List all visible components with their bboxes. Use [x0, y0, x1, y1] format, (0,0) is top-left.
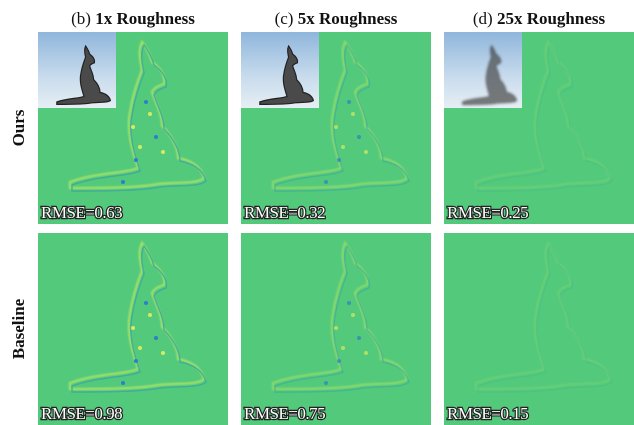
error-speck [357, 135, 361, 139]
error-speck [357, 336, 361, 340]
panel: RMSE=0.32 [241, 32, 431, 224]
error-speck [334, 125, 338, 129]
error-speck [131, 326, 135, 330]
error-speck [134, 359, 138, 363]
error-speck [324, 180, 328, 184]
row-label: Ours [9, 109, 28, 146]
error-speck [161, 150, 165, 154]
column-header: (d) 25x Roughness [473, 9, 606, 28]
error-speck [134, 158, 138, 162]
row-label: Baseline [9, 298, 28, 359]
inset-render [444, 32, 522, 108]
error-speck [148, 313, 152, 317]
error-speck [337, 359, 341, 363]
panel: RMSE=0.75 [241, 233, 431, 425]
panel: RMSE=0.98 [38, 233, 228, 425]
error-speck [131, 125, 135, 129]
error-speck [341, 145, 345, 149]
column-label: (d) [473, 9, 493, 28]
error-speck [154, 336, 158, 340]
rmse-label: RMSE=0.98 [41, 404, 122, 423]
column-header: (c) 5x Roughness [275, 9, 398, 28]
rmse-label: RMSE=0.63 [41, 203, 122, 222]
error-speck [148, 112, 152, 116]
error-speck [364, 150, 368, 154]
column-title: 1x Roughness [95, 9, 195, 28]
error-speck [324, 381, 328, 385]
error-speck [121, 381, 125, 385]
rmse-label: RMSE=0.32 [244, 203, 325, 222]
error-speck [138, 346, 142, 350]
error-speck [144, 100, 148, 104]
panel: RMSE=0.25 [444, 32, 634, 224]
figure: (b) 1x Roughness (c) 5x Roughness (d) 25x … [0, 0, 634, 425]
error-speck [351, 112, 355, 116]
rmse-label: RMSE=0.25 [447, 203, 528, 222]
error-speck [334, 326, 338, 330]
panel: RMSE=0.63 [38, 32, 228, 224]
panel: RMSE=0.15 [444, 233, 634, 425]
error-speck [121, 180, 125, 184]
error-speck [364, 351, 368, 355]
column-title: 25x Roughness [497, 9, 606, 28]
error-speck [138, 145, 142, 149]
error-speck [341, 346, 345, 350]
column-label: (b) [71, 9, 91, 28]
inset-render [38, 32, 116, 108]
error-speck [351, 313, 355, 317]
inset-render [241, 32, 319, 108]
error-speck [337, 158, 341, 162]
error-speck [347, 301, 351, 305]
rmse-label: RMSE=0.75 [244, 404, 325, 423]
column-title: 5x Roughness [298, 9, 398, 28]
error-speck [161, 351, 165, 355]
error-speck [144, 301, 148, 305]
error-speck [154, 135, 158, 139]
rmse-label: RMSE=0.15 [447, 404, 528, 423]
column-header: (b) 1x Roughness [71, 9, 195, 28]
panel-background [444, 233, 634, 425]
column-label: (c) [275, 9, 294, 28]
error-speck [347, 100, 351, 104]
